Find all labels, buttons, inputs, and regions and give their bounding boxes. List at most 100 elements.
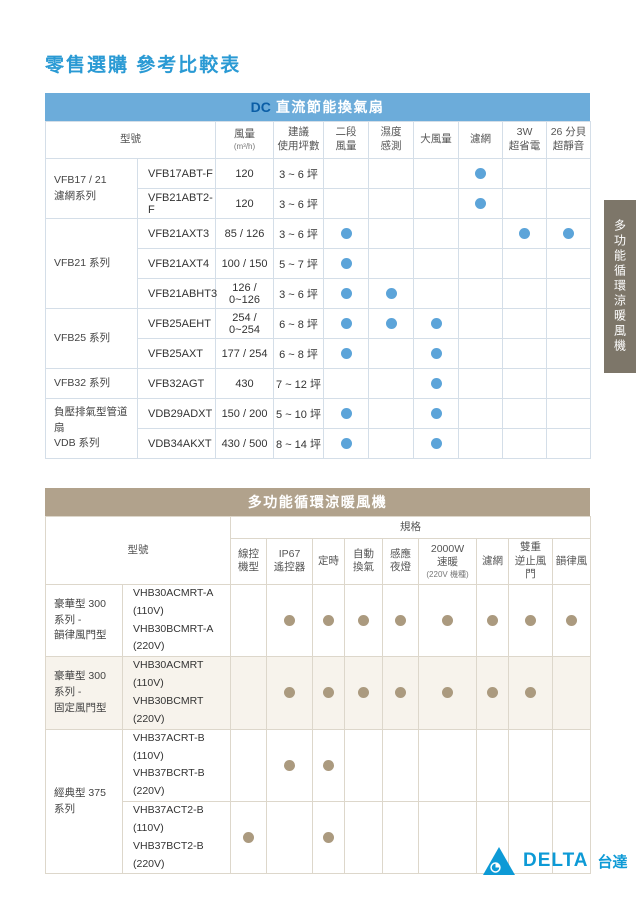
column-header-spec: 規格: [229, 516, 592, 539]
feature-cell: [502, 368, 547, 399]
airflow-value: 150 / 200: [215, 398, 274, 429]
feature-cell: [368, 158, 414, 189]
feature-cell: [323, 338, 369, 369]
table1-title-bar: DC 直流節能換氣扇: [45, 93, 590, 121]
feature-cell: [508, 656, 553, 730]
column-header: 3W 超省電: [502, 121, 547, 159]
check-dot-icon: [385, 318, 397, 329]
feature-cell: [418, 583, 477, 658]
table1-title: 直流節能換氣扇: [275, 99, 385, 115]
table-row: VFB17 / 21 濾網系列 VFB17ABT-F 120 3 ~ 6 坪: [45, 158, 591, 219]
column-header: 26 分貝 超靜音: [546, 121, 591, 159]
area-value: 3 ~ 6 坪: [273, 218, 324, 249]
feature-cell: [344, 801, 383, 875]
airflow-value: 120: [215, 188, 274, 219]
column-header: 濾網: [476, 538, 509, 585]
feature-cell: [266, 728, 313, 803]
column-header: 大風量: [413, 121, 459, 159]
dc-fan-comparison-table: DC 直流節能換氣扇 型號 風量 (m³/h) 建議 使用坪數 二段 風量 濕度 感測 大風量 濾網…: [45, 93, 591, 459]
delta-triangle-icon: [483, 847, 515, 875]
feature-cell: [476, 728, 509, 803]
feature-cell: [458, 218, 503, 249]
table2-grid: 型號 規格 線控 機型 IP67 遙控器 定時 自動 換氣 感應 夜燈 2000W 速暖 (220V 機種…: [45, 516, 592, 875]
feature-cell: [502, 188, 547, 219]
check-dot-icon: [340, 408, 352, 419]
feature-cell: [546, 398, 591, 429]
series-label: VFB17 / 21 濾網系列: [45, 158, 138, 219]
feature-cell: [368, 278, 414, 309]
check-dot-icon: [475, 198, 486, 209]
feature-cell: [382, 801, 419, 875]
feature-cell: [502, 218, 547, 249]
feature-cell: [323, 398, 369, 429]
check-dot-icon: [487, 687, 498, 699]
feature-cell: [413, 248, 459, 279]
feature-cell: [382, 656, 419, 730]
table2-title-bar: 多功能循環涼暖風機: [45, 488, 590, 516]
check-dot-icon: [243, 832, 254, 844]
model-name: VDB29ADXT: [137, 398, 216, 429]
area-value: 6 ~ 8 坪: [273, 338, 324, 369]
feature-cell: [546, 158, 591, 189]
check-dot-icon: [284, 615, 295, 627]
airflow-value: 254 / 0~254: [215, 308, 274, 339]
feature-cell: [502, 398, 547, 429]
feature-cell: [230, 583, 267, 658]
check-dot-icon: [430, 438, 442, 449]
feature-cell: [508, 583, 553, 658]
model-name: VDB34AKXT: [137, 428, 216, 459]
table-row: VFB21AXT4 100 / 150 5 ~ 7 坪: [46, 248, 591, 279]
area-value: 7 ~ 12 坪: [273, 368, 324, 399]
feature-cell: [266, 801, 313, 875]
check-dot-icon: [442, 687, 453, 699]
model-name: VFB21AXT3: [137, 218, 216, 249]
check-dot-icon: [442, 615, 453, 627]
area-value: 3 ~ 6 坪: [273, 158, 324, 189]
table-row: VDB34AKXT 430 / 500 8 ~ 14 坪: [46, 428, 591, 459]
column-header: 感應 夜燈: [382, 538, 419, 585]
feature-cell: [344, 583, 383, 658]
check-dot-icon: [340, 438, 352, 449]
feature-cell: [502, 338, 547, 369]
column-header: 二段 風量: [323, 121, 369, 159]
column-header: 雙重 逆止風門: [508, 538, 553, 585]
feature-cell: [413, 158, 459, 189]
feature-cell: [551, 801, 592, 875]
check-dot-icon: [340, 318, 352, 329]
check-dot-icon: [430, 348, 442, 359]
feature-cell: [418, 801, 477, 875]
check-dot-icon: [395, 687, 406, 699]
feature-cell: [368, 428, 414, 459]
feature-cell: [230, 728, 267, 803]
table-row: VFB25AXT 177 / 254 6 ~ 8 坪: [46, 338, 591, 369]
feature-cell: [368, 218, 414, 249]
check-dot-icon: [323, 832, 334, 844]
column-header-model: 型號: [45, 516, 231, 585]
model-name: VHB37ACT2-B (110V) VHB37BCT2-B (220V): [122, 801, 231, 875]
side-section-tab: 多功能循環涼暖風機: [604, 200, 636, 373]
feature-cell: [344, 728, 383, 803]
feature-cell: [546, 278, 591, 309]
brand-name: DELTA: [523, 850, 589, 871]
column-header: 濾網: [458, 121, 503, 159]
model-name: VHB30ACMRT-A (110V) VHB30BCMRT-A (220V): [122, 583, 231, 658]
model-name: VFB32AGT: [137, 368, 216, 399]
check-dot-icon: [340, 288, 352, 299]
feature-cell: [418, 728, 477, 803]
feature-cell: [368, 338, 414, 369]
feature-cell: [458, 158, 503, 189]
check-dot-icon: [395, 615, 406, 627]
column-header: 風量 (m³/h): [215, 121, 274, 159]
check-dot-icon: [525, 687, 536, 699]
page-title: 零售選購 參考比較表: [45, 55, 242, 76]
feature-cell: [323, 308, 369, 339]
area-value: 3 ~ 6 坪: [273, 188, 324, 219]
model-name: VFB21ABHT3: [137, 278, 217, 309]
check-dot-icon: [323, 687, 334, 699]
feature-cell: [382, 583, 419, 658]
table-row: 經典型 375 系列 VHB37ACRT-B (110V) VHB37BCRT-B …: [45, 728, 592, 875]
airflow-value: 177 / 254: [215, 338, 274, 369]
check-dot-icon: [323, 615, 334, 627]
table-row: 豪華型 300 系列 - 韻律風門型 VHB30ACMRT-A (110V) VHB…: [45, 583, 592, 658]
feature-cell: [546, 338, 591, 369]
